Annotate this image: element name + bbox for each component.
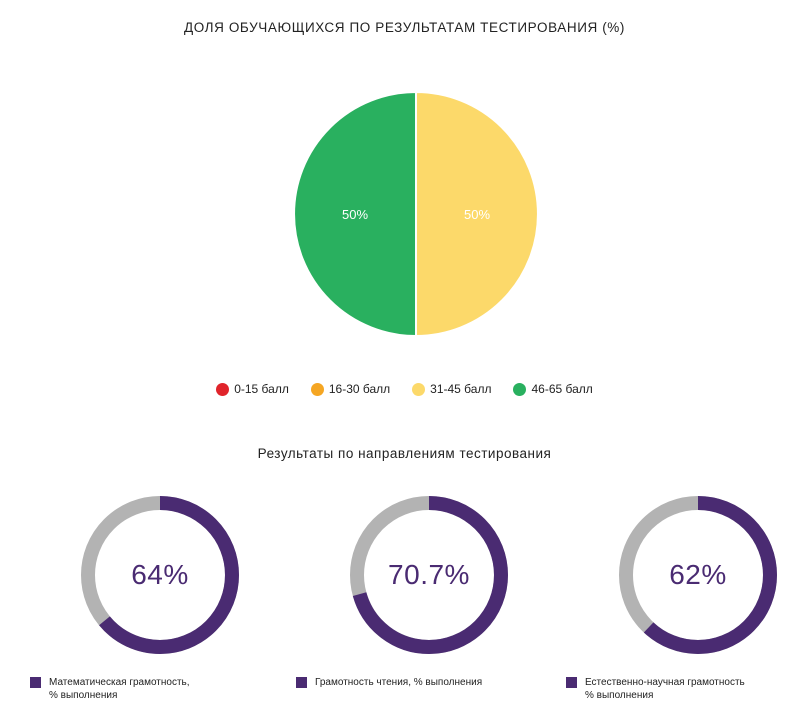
donut-value-math: 64% (131, 559, 189, 590)
legend-item-31-45[interactable]: 31-45 балл (412, 382, 491, 396)
donut-ring-reading (350, 496, 508, 654)
legend-label-31-45: 31-45 балл (430, 382, 492, 396)
pie-slice-label-46-65-балл: 50% (342, 207, 368, 222)
donut-legend-science: Естественно-научная грамотность % выполн… (566, 676, 801, 702)
legend-dot-31-45 (412, 382, 426, 396)
donut-chart-math: 64% (75, 490, 245, 660)
donut-legend-math: Математическая грамотность, % выполнения (30, 676, 245, 702)
pie-legend: 0-15 балл 16-30 балл 31-45 балл 46-65 ба… (0, 382, 809, 396)
donut-legend-swatch-math (30, 677, 41, 688)
legend-label-46-65: 46-65 балл (531, 382, 593, 396)
donut-ring-math (81, 496, 239, 654)
donut-ring-science (619, 496, 777, 654)
legend-dot-0-15 (216, 382, 230, 396)
donut-filled-arc[interactable] (619, 496, 777, 654)
pie-slice-label-31-45-балл: 50% (464, 207, 490, 222)
pie-slice-46-65-балл[interactable] (293, 90, 417, 338)
donut-legend-swatch-science (566, 677, 577, 688)
legend-item-0-15[interactable]: 0-15 балл (216, 382, 289, 396)
donut-legend-label-math: Математическая грамотность, % выполнения (49, 677, 190, 701)
donut-filled-arc[interactable] (81, 496, 239, 654)
donut-filled-arc[interactable] (350, 496, 508, 654)
pie-chart-title: ДОЛЯ ОБУЧАЮЩИХСЯ ПО РЕЗУЛЬТАТАМ ТЕСТИРОВ… (183, 20, 625, 35)
donut-chart-science: 62% (613, 490, 783, 660)
donut-legend-label-reading: Грамотность чтения, % выполнения (315, 677, 483, 688)
donut-legend-reading: Грамотность чтения, % выполнения (296, 676, 536, 689)
legend-dot-16-30 (310, 382, 324, 396)
pie-slice-31-45-балл[interactable] (415, 90, 539, 338)
donut-value-science: 62% (669, 559, 727, 590)
legend-item-16-30[interactable]: 16-30 балл (310, 382, 391, 396)
legend-label-0-15: 0-15 балл (234, 382, 289, 396)
donut-legend-swatch-reading (296, 677, 307, 688)
legend-item-46-65[interactable]: 46-65 балл (513, 382, 593, 396)
donut-legend-label-science: Естественно-научная грамотность % выполн… (585, 677, 745, 701)
donut-chart-reading: 70.7% (344, 490, 514, 660)
donut-section-title: Результаты по направлениям тестирования (257, 446, 552, 461)
legend-dot-46-65 (513, 382, 527, 396)
donut-value-reading: 70.7% (388, 559, 470, 590)
legend-label-16-30: 16-30 балл (328, 382, 391, 396)
